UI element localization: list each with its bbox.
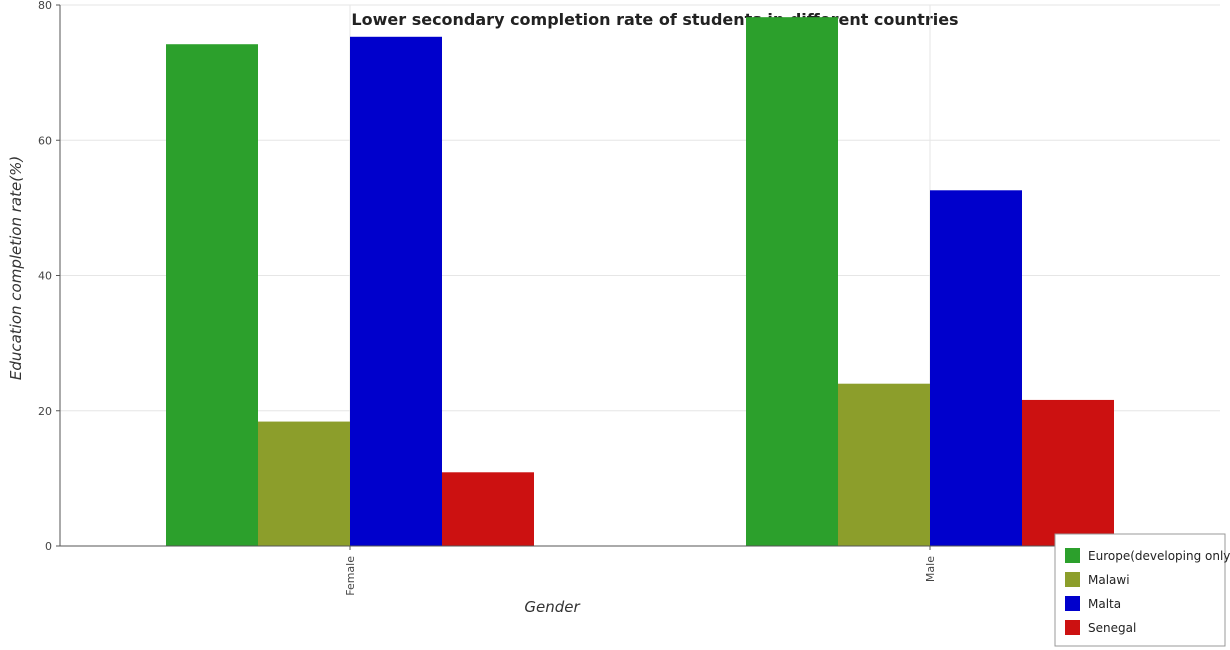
legend-swatch [1065, 572, 1080, 587]
x-tick-label: Female [344, 556, 357, 596]
y-tick-label: 80 [38, 0, 52, 12]
bar-male-europe-developing-only [746, 17, 838, 547]
y-tick-label: 60 [38, 134, 52, 147]
legend-label: Senegal [1088, 621, 1136, 635]
legend-label: Malawi [1088, 573, 1130, 587]
legend-swatch [1065, 596, 1080, 611]
bar-male-senegal [1022, 399, 1114, 546]
bar-male-malta [930, 190, 1022, 547]
bar-female-malta [350, 36, 442, 546]
y-tick-label: 0 [45, 540, 52, 553]
legend-label: Europe(developing only) [1088, 549, 1230, 563]
legend-swatch [1065, 548, 1080, 563]
y-tick-label: 40 [38, 270, 52, 283]
legend: Europe(developing only) Malawi Malta Senega… [1054, 533, 1230, 647]
legend-box [1054, 533, 1226, 647]
x-tick-label: Male [924, 556, 937, 582]
x-axis-label: Gender [524, 598, 580, 616]
chart-title: Lower secondary completion rate of stude… [351, 10, 958, 29]
bars [166, 17, 1114, 547]
bar-female-senegal [442, 472, 534, 546]
bar-male-malawi [838, 383, 930, 546]
legend-swatch [1065, 620, 1080, 635]
y-axis-label: Education completion rate(%) [7, 156, 25, 380]
y-tick-label: 20 [38, 405, 52, 418]
bar-female-malawi [258, 421, 350, 546]
axes: 0 20 40 60 80 Female Male [38, 0, 1220, 596]
legend-label: Malta [1088, 597, 1121, 611]
bar-female-europe-developing-only [166, 44, 258, 546]
